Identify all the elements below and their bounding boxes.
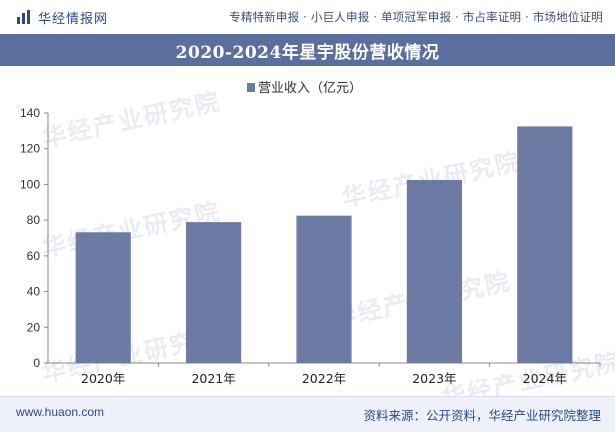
bar-2020年[interactable] xyxy=(75,232,131,363)
y-tick-label: 120 xyxy=(20,142,40,156)
legend-swatch xyxy=(247,83,255,92)
title-bar: 2020-2024年星宇股份营收情况 xyxy=(0,34,615,66)
brand-name: 华经情报网 xyxy=(38,11,109,27)
chart-title: 2020-2024年星宇股份营收情况 xyxy=(175,42,440,63)
y-tick-label: 140 xyxy=(20,106,40,120)
y-tick-label: 0 xyxy=(33,356,40,370)
bar-2024年[interactable] xyxy=(517,126,573,363)
brand-logo-icon xyxy=(17,10,30,24)
x-tick-label: 2021年 xyxy=(191,371,235,386)
x-tick-label: 2022年 xyxy=(302,371,346,386)
footer: www.huaon.com 资料来源：公开资料，华经产业研究院整理 xyxy=(0,396,615,432)
y-tick-label: 20 xyxy=(27,320,41,334)
bar-2023年[interactable] xyxy=(406,179,462,363)
service-tags: 专精特新申报 · 小巨人申报 · 单项冠军申报 · 市占率证明 · 市场地位证明 xyxy=(229,10,603,24)
y-tick-label: 100 xyxy=(20,177,40,191)
bar-2022年[interactable] xyxy=(296,215,352,363)
source-note: 资料来源：公开资料，华经产业研究院整理 xyxy=(363,408,601,423)
x-tick-label: 2024年 xyxy=(523,371,567,386)
website-link[interactable]: www.huaon.com xyxy=(16,405,105,419)
top-bar: 华经情报网 专精特新申报 · 小巨人申报 · 单项冠军申报 · 市占率证明 · … xyxy=(0,0,615,34)
legend: 营业收入（亿元） xyxy=(247,81,362,96)
y-tick-label: 60 xyxy=(27,249,41,263)
x-tick-label: 2023年 xyxy=(412,371,456,386)
y-tick-label: 80 xyxy=(27,213,41,227)
bar-2021年[interactable] xyxy=(186,222,242,363)
legend-label: 营业收入（亿元） xyxy=(258,81,362,96)
x-tick-label: 2020年 xyxy=(81,371,125,386)
y-tick-label: 40 xyxy=(27,285,41,299)
bar-chart: 营业收入（亿元） 0 20 40 60 80 100 120 140 2020年 2021年 2022… xyxy=(20,81,601,386)
brand[interactable]: 华经情报网 xyxy=(16,8,108,27)
